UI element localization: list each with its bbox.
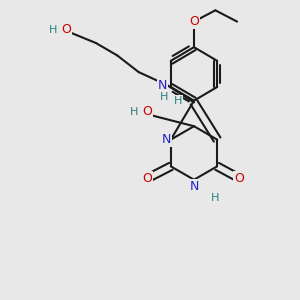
Text: O: O xyxy=(234,172,244,185)
Text: N: N xyxy=(189,180,199,193)
Text: H: H xyxy=(211,193,220,203)
Text: H: H xyxy=(174,96,183,106)
Text: H: H xyxy=(130,107,139,117)
Text: N: N xyxy=(161,133,171,146)
Text: H: H xyxy=(160,92,169,102)
Text: O: O xyxy=(142,106,152,118)
Text: O: O xyxy=(61,23,71,36)
Text: O: O xyxy=(189,15,199,28)
Text: N: N xyxy=(158,79,167,92)
Text: O: O xyxy=(143,172,153,185)
Text: H: H xyxy=(49,25,57,35)
